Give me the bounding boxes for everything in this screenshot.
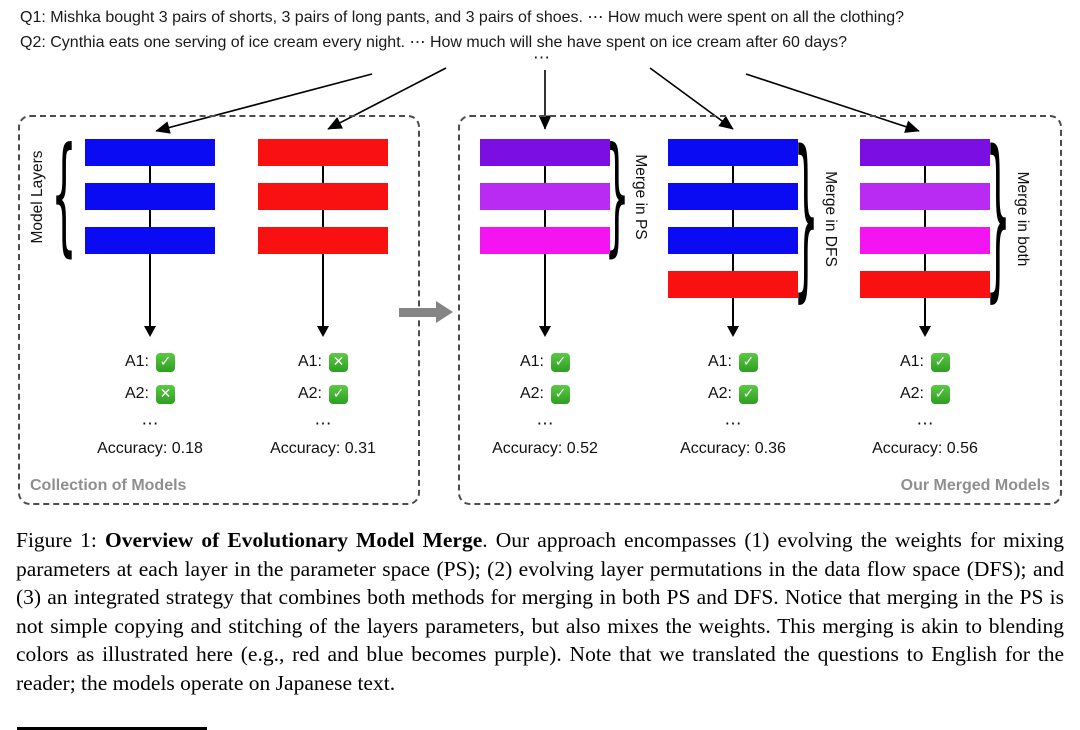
answers-ellipsis: ⋯ [314, 414, 332, 433]
collection-panel-label: Collection of Models [30, 477, 187, 494]
merge-arrow [399, 308, 436, 317]
output-arrow [924, 298, 926, 326]
answer-row: A2: ✓ [460, 382, 630, 406]
question-q2: Q2: Cynthia eats one serving of ice crea… [20, 34, 848, 51]
answers-ellipsis: ⋯ [724, 414, 742, 433]
layer-bar [668, 183, 798, 210]
layer-bar [860, 271, 990, 298]
cross-icon: ✕ [156, 384, 175, 404]
accuracy-value: Accuracy: 0.31 [270, 440, 376, 457]
layer-bar [85, 183, 215, 210]
accuracy-value: Accuracy: 0.18 [97, 440, 203, 457]
answer-row: A1: ✓ [648, 350, 818, 374]
layer-bar [480, 227, 610, 254]
accuracy-value: Accuracy: 0.52 [492, 440, 598, 457]
answer-row: A1: ✕ [238, 350, 408, 374]
output-arrow [544, 254, 546, 326]
layer-bar [860, 227, 990, 254]
layer-bar [860, 183, 990, 210]
check-icon: ✓ [329, 384, 348, 404]
layer-bar [860, 139, 990, 166]
answer-label: A1: [707, 353, 732, 370]
accuracy-value: Accuracy: 0.36 [680, 440, 786, 457]
output-arrow [322, 254, 324, 326]
answer-label: A1: [899, 353, 924, 370]
model-a-layers [85, 139, 215, 254]
check-icon: ✓ [551, 352, 570, 372]
answer-label: A2: [297, 385, 322, 402]
answer-label: A1: [519, 353, 544, 370]
merged-dfs-results: A1: ✓ A2: ✓ ⋯ Accuracy: 0.36 [648, 350, 818, 458]
answer-row: A2: ✕ [65, 382, 235, 406]
output-arrow [149, 254, 151, 326]
check-icon: ✓ [739, 384, 758, 404]
merge-in-dfs-label: Merge in DFS [822, 171, 839, 267]
merged-dfs-stack [668, 139, 798, 326]
layer-bar [258, 183, 388, 210]
answer-row: A1: ✓ [840, 350, 1010, 374]
layer-bar [480, 183, 610, 210]
model-a-results: A1: ✓ A2: ✕ ⋯ Accuracy: 0.18 [65, 350, 235, 458]
merge-in-both-label: Merge in both [1014, 171, 1031, 267]
check-icon: ✓ [156, 352, 175, 372]
figure-caption: Figure 1: Overview of Evolutionary Model… [16, 526, 1064, 697]
caption-prefix: Figure 1: [16, 528, 105, 552]
merged-ps-results: A1: ✓ A2: ✓ ⋯ Accuracy: 0.52 [460, 350, 630, 458]
check-icon: ✓ [551, 384, 570, 404]
merged-models-panel: Our Merged Models [458, 115, 1062, 505]
answer-label: A2: [899, 385, 924, 402]
left-brace-icon: { [51, 123, 77, 271]
model-b-results: A1: ✕ A2: ✓ ⋯ Accuracy: 0.31 [238, 350, 408, 458]
answer-row: A2: ✓ [648, 382, 818, 406]
model-layers-label: Model Layers [29, 150, 46, 244]
layer-bar [258, 227, 388, 254]
merged-both-results: A1: ✓ A2: ✓ ⋯ Accuracy: 0.56 [840, 350, 1010, 458]
layer-bar [668, 139, 798, 166]
check-icon: ✓ [931, 384, 950, 404]
answer-row: A2: ✓ [840, 382, 1010, 406]
answer-label: A1: [297, 353, 322, 370]
layer-connector-line [732, 139, 734, 298]
layer-bar [258, 139, 388, 166]
check-icon: ✓ [931, 352, 950, 372]
merged-both-stack [860, 139, 990, 326]
merged-ps-layers [480, 139, 610, 254]
page-edge-artifact [17, 727, 207, 730]
accuracy-value: Accuracy: 0.56 [872, 440, 978, 457]
model-a-stack [85, 139, 215, 326]
caption-body: . Our approach encompasses (1) evolving … [16, 528, 1065, 695]
question-q1: Q1: Mishka bought 3 pairs of shorts, 3 p… [20, 9, 905, 26]
layer-bar [85, 227, 215, 254]
model-b-layers [258, 139, 388, 254]
answer-label: A2: [707, 385, 732, 402]
answers-ellipsis: ⋯ [916, 414, 934, 433]
layer-bar [668, 271, 798, 298]
model-b-stack [258, 139, 388, 326]
answer-label: A2: [519, 385, 544, 402]
layer-connector-line [924, 139, 926, 298]
layer-bar [668, 227, 798, 254]
merge-arrow-head-icon [436, 301, 453, 323]
answers-ellipsis: ⋯ [141, 414, 159, 433]
answer-label: A2: [124, 385, 149, 402]
merged-ps-stack [480, 139, 610, 326]
layer-bar [480, 139, 610, 166]
merged-panel-label: Our Merged Models [900, 477, 1050, 494]
output-arrow [732, 298, 734, 326]
caption-title: Overview of Evolutionary Model Merge [104, 528, 483, 552]
answers-ellipsis: ⋯ [536, 414, 554, 433]
questions-ellipsis: ⋯ [533, 48, 550, 67]
merged-dfs-layers [668, 139, 798, 298]
cross-icon: ✕ [329, 352, 348, 372]
answer-row: A2: ✓ [238, 382, 408, 406]
answer-label: A1: [124, 353, 149, 370]
answer-row: A1: ✓ [460, 350, 630, 374]
merge-in-ps-label: Merge in PS [632, 154, 649, 240]
check-icon: ✓ [739, 352, 758, 372]
answer-row: A1: ✓ [65, 350, 235, 374]
merged-both-layers [860, 139, 990, 298]
layer-bar [85, 139, 215, 166]
